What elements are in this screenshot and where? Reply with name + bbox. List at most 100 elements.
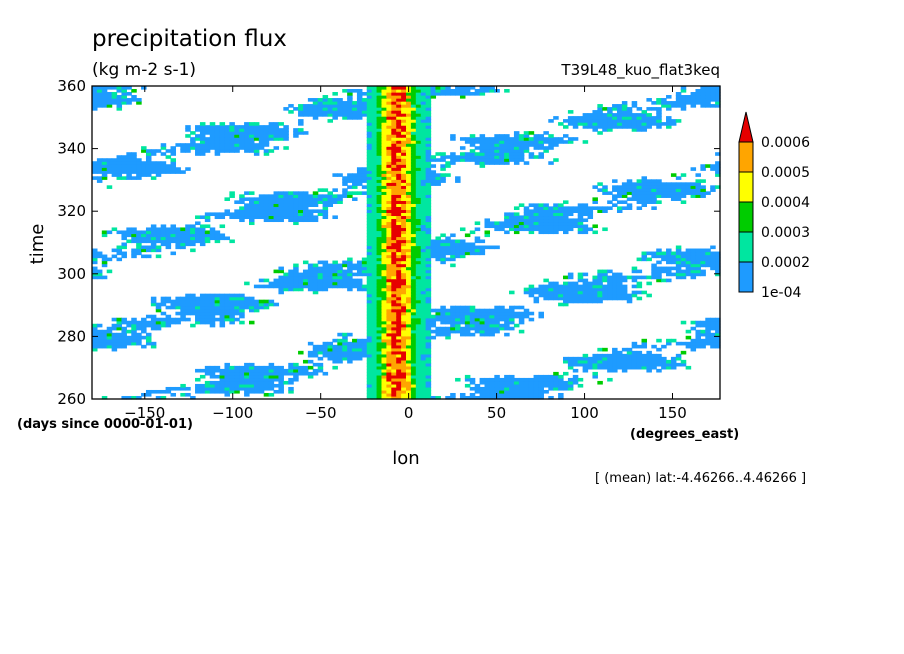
- heatmap-cell: [484, 395, 491, 400]
- heatmap-cell: [513, 392, 520, 397]
- heatmap-cell: [401, 275, 407, 280]
- heatmap-cell: [249, 377, 255, 382]
- heatmap-cell: [700, 341, 706, 346]
- heatmap-cell: [391, 209, 397, 213]
- heatmap-cell: [224, 140, 230, 144]
- heatmap-cell: [258, 380, 265, 385]
- heatmap-cell: [401, 155, 407, 159]
- heatmap-cell: [175, 167, 181, 171]
- heatmap-cell: [401, 260, 407, 265]
- heatmap-cell: [621, 290, 628, 295]
- heatmap-cell: [631, 353, 638, 358]
- heatmap-cell: [386, 290, 392, 295]
- heatmap-cell: [145, 338, 152, 343]
- heatmap-cell: [406, 257, 412, 262]
- heatmap-cell: [582, 230, 589, 235]
- heatmap-cell: [278, 212, 284, 217]
- heatmap-cell: [410, 392, 417, 397]
- heatmap-cell: [513, 380, 520, 385]
- heatmap-cell: [406, 176, 412, 180]
- heatmap-cell: [705, 326, 711, 331]
- heatmap-cell: [366, 281, 373, 286]
- heatmap-cell: [396, 203, 402, 207]
- heatmap-cell: [563, 275, 569, 280]
- heatmap-cell: [356, 344, 363, 349]
- heatmap-cell: [96, 104, 103, 108]
- heatmap-cell: [607, 377, 613, 382]
- heatmap-cell: [528, 203, 535, 207]
- heatmap-cell: [572, 137, 579, 141]
- heatmap-cell: [371, 203, 378, 207]
- heatmap-cell: [92, 107, 98, 111]
- heatmap-cell: [92, 257, 98, 262]
- heatmap-cell: [543, 293, 549, 298]
- heatmap-cell: [612, 347, 618, 352]
- heatmap-cell: [670, 338, 677, 343]
- heatmap-cell: [396, 116, 402, 120]
- heatmap-cell: [440, 167, 446, 171]
- heatmap-cell: [101, 89, 108, 93]
- heatmap-cell: [543, 290, 549, 295]
- heatmap-cell: [209, 128, 216, 132]
- heatmap-cell: [612, 119, 618, 123]
- heatmap-cell: [410, 239, 417, 244]
- heatmap-cell: [410, 146, 417, 150]
- heatmap-cell: [636, 275, 643, 280]
- heatmap-cell: [518, 221, 525, 226]
- heatmap-cell: [401, 263, 407, 268]
- heatmap-cell: [401, 347, 407, 352]
- heatmap-cell: [651, 107, 657, 111]
- heatmap-cell: [513, 323, 520, 328]
- heatmap-cell: [415, 248, 422, 253]
- heatmap-cell: [352, 341, 358, 346]
- heatmap-cell: [533, 203, 540, 207]
- heatmap-cell: [504, 377, 510, 382]
- heatmap-cell: [160, 320, 167, 325]
- heatmap-cell: [396, 380, 402, 385]
- heatmap-cell: [356, 182, 363, 186]
- heatmap-cell: [459, 395, 466, 400]
- heatmap-cell: [366, 155, 373, 159]
- heatmap-cell: [602, 128, 608, 132]
- heatmap-cell: [391, 347, 397, 352]
- heatmap-cell: [715, 161, 721, 165]
- heatmap-cell: [199, 311, 206, 316]
- heatmap-cell: [533, 299, 540, 304]
- heatmap-cell: [175, 242, 181, 247]
- heatmap-cell: [258, 209, 265, 213]
- heatmap-cell: [563, 140, 569, 144]
- heatmap-cell: [121, 98, 127, 102]
- heatmap-cell: [111, 161, 118, 165]
- heatmap-cell: [528, 230, 535, 235]
- heatmap-cell: [563, 209, 569, 213]
- heatmap-cell: [258, 365, 265, 370]
- heatmap-cell: [597, 356, 603, 361]
- heatmap-cell: [420, 362, 427, 367]
- heatmap-cell: [253, 209, 260, 213]
- heatmap-cell: [391, 353, 397, 358]
- heatmap-cell: [302, 104, 309, 108]
- heatmap-cell: [347, 185, 353, 189]
- heatmap-cell: [165, 155, 172, 159]
- heatmap-cell: [690, 275, 697, 280]
- heatmap-cell: [92, 335, 98, 340]
- heatmap-cell: [239, 371, 245, 376]
- heatmap-cell: [528, 140, 535, 144]
- heatmap-cell: [445, 89, 451, 93]
- heatmap-cell: [533, 395, 540, 400]
- heatmap-cell: [484, 245, 491, 250]
- heatmap-cell: [332, 107, 338, 111]
- heatmap-cell: [602, 272, 608, 277]
- heatmap-cell: [366, 359, 373, 364]
- heatmap-cell: [700, 263, 706, 268]
- heatmap-cell: [101, 101, 108, 105]
- heatmap-cell: [268, 302, 275, 307]
- heatmap-cell: [563, 134, 569, 138]
- heatmap-cell: [661, 344, 667, 349]
- heatmap-cell: [195, 227, 201, 232]
- heatmap-cell: [396, 365, 402, 370]
- heatmap-cell: [283, 371, 289, 376]
- heatmap-cell: [641, 176, 648, 180]
- heatmap-cell: [268, 197, 275, 201]
- heatmap-cell: [410, 203, 417, 207]
